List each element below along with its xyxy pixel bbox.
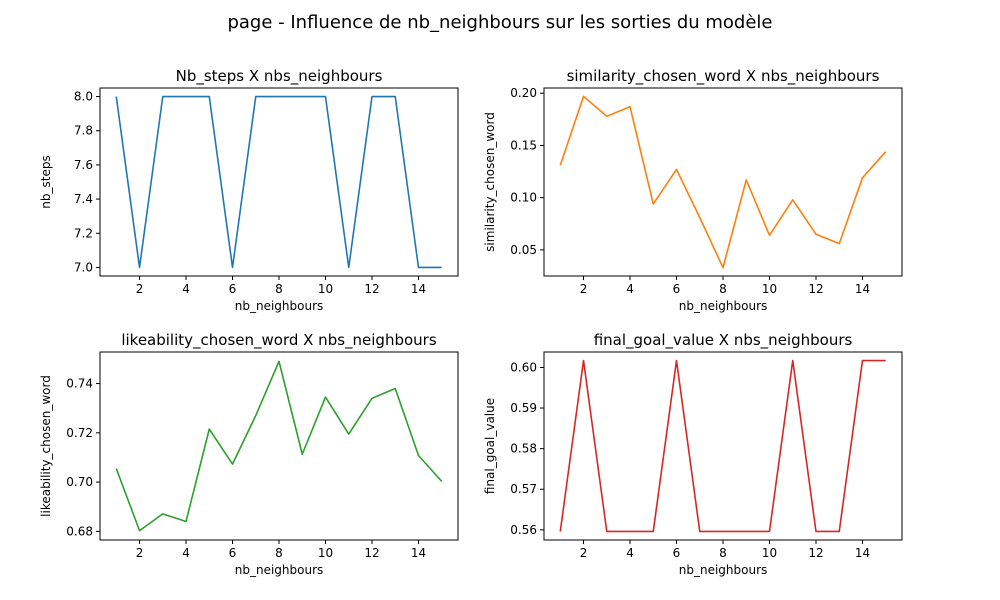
y-tick-label: 0.68 — [66, 524, 93, 538]
y-axis-label: final_goal_value — [483, 398, 497, 494]
x-tick-label: 12 — [364, 282, 379, 296]
x-tick-label: 12 — [808, 546, 823, 560]
figure-suptitle: page - Influence de nb_neighbours sur le… — [227, 12, 772, 33]
y-axis-label: nb_steps — [39, 155, 53, 208]
y-tick-label: 7.4 — [74, 192, 93, 206]
series-line — [115, 360, 443, 532]
y-tick-label: 0.10 — [510, 191, 537, 205]
x-tick-label: 8 — [275, 282, 283, 296]
x-tick-label: 6 — [673, 282, 681, 296]
x-tick-label: 14 — [411, 546, 426, 560]
x-axis-label: nb_neighbours — [235, 299, 324, 313]
subplot-3: 2 4 6 8 10 12 14 0.68 0.70 0.72 0.74 likeability_ch… — [39, 331, 459, 577]
x-tick-label: 8 — [275, 546, 283, 560]
subplot-title: similarity_chosen_word X nbs_neighbours — [567, 67, 880, 86]
x-tick-label: 14 — [411, 282, 426, 296]
x-axis-label: nb_neighbours — [679, 299, 768, 313]
x-tick-label: 14 — [855, 546, 870, 560]
x-axis-label: nb_neighbours — [235, 563, 324, 577]
x-tick-label: 2 — [580, 282, 588, 296]
axes-frame — [543, 351, 903, 541]
axes-frame — [543, 87, 903, 277]
y-tick-label: 0.59 — [510, 401, 537, 415]
x-tick-label: 6 — [229, 546, 237, 560]
y-tick-label: 7.8 — [74, 124, 93, 138]
x-tick-label: 12 — [364, 546, 379, 560]
subplot-grid: 2 4 6 8 10 12 14 7.0 7.2 7.4 7.6 7.8 8.0 Nb_steps X n… — [39, 67, 903, 577]
subplot-title: likeability_chosen_word X nbs_neighbours — [121, 331, 437, 350]
y-tick-label: 0.70 — [66, 475, 93, 489]
y-tick-label: 7.2 — [74, 226, 93, 240]
y-tick-label: 0.58 — [510, 442, 537, 456]
x-tick-label: 2 — [136, 282, 144, 296]
subplot-4: 2 4 6 8 10 12 14 0.56 0.57 0.58 0.59 0.60 final_goal… — [483, 331, 903, 577]
x-tick-label: 12 — [808, 282, 823, 296]
y-tick-label: 0.20 — [510, 86, 537, 100]
axes-frame — [99, 351, 459, 541]
y-tick-label: 0.05 — [510, 243, 537, 257]
x-tick-label: 6 — [673, 546, 681, 560]
x-tick-label: 4 — [182, 546, 190, 560]
y-axis-label: similarity_chosen_word — [483, 112, 497, 252]
y-tick-label: 0.74 — [66, 377, 93, 391]
x-tick-label: 8 — [719, 546, 727, 560]
x-tick-label: 10 — [762, 282, 777, 296]
x-tick-label: 6 — [229, 282, 237, 296]
x-tick-label: 2 — [136, 546, 144, 560]
subplot-title: Nb_steps X nbs_neighbours — [176, 67, 383, 86]
x-tick-label: 4 — [626, 282, 634, 296]
subplot-title: final_goal_value X nbs_neighbours — [594, 331, 853, 350]
subplot-1: 2 4 6 8 10 12 14 7.0 7.2 7.4 7.6 7.8 8.0 Nb_steps X n… — [39, 67, 459, 313]
x-tick-label: 10 — [318, 282, 333, 296]
subplot-2: 2 4 6 8 10 12 14 0.05 0.10 0.15 0.20 similarity_cho… — [483, 67, 903, 313]
y-tick-label: 0.15 — [510, 138, 537, 152]
series-line — [559, 359, 886, 533]
y-tick-label: 0.56 — [510, 523, 537, 537]
y-tick-label: 8.0 — [74, 90, 93, 104]
y-tick-label: 0.60 — [510, 360, 537, 374]
x-tick-label: 14 — [855, 282, 870, 296]
y-tick-label: 7.6 — [74, 158, 93, 172]
y-tick-label: 0.57 — [510, 482, 537, 496]
axes-frame — [99, 87, 459, 277]
x-tick-label: 10 — [762, 546, 777, 560]
x-axis-label: nb_neighbours — [679, 563, 768, 577]
y-tick-label: 7.0 — [74, 260, 93, 274]
x-tick-label: 8 — [719, 282, 727, 296]
y-tick-label: 0.72 — [66, 426, 93, 440]
series-line — [115, 95, 442, 269]
x-tick-label: 10 — [318, 546, 333, 560]
x-tick-label: 2 — [580, 546, 588, 560]
y-axis-label: likeability_chosen_word — [39, 375, 53, 517]
x-tick-label: 4 — [182, 282, 190, 296]
x-tick-label: 4 — [626, 546, 634, 560]
series-line — [559, 95, 887, 269]
